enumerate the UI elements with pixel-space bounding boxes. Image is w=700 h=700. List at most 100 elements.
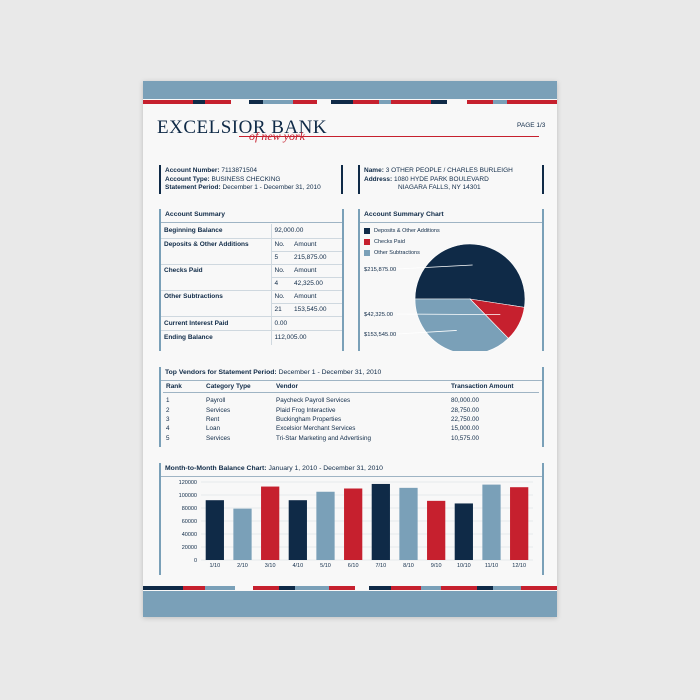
other-amount: 153,545.00 (291, 303, 342, 317)
interest-label: Current Interest Paid (161, 316, 271, 331)
x-tick-label: 1/10 (209, 563, 220, 569)
pie-slice-0 (414, 243, 526, 308)
vendors-header-3: Transaction Amount (448, 381, 539, 393)
vendors-header-2: Vendor (273, 381, 448, 393)
table-row: 1 Payroll Paycheck Payroll Services 80,000.… (163, 393, 539, 406)
legend-item-checks: Checks Paid (364, 236, 440, 247)
account-info-box: Account Number: 7113871504 Account Type:… (159, 165, 343, 194)
beginning-balance-value: 92,000.00 (270, 224, 342, 239)
customer-name: 3 OTHER PEOPLE / CHARLES BURLEIGH (385, 167, 513, 174)
top-band (143, 81, 557, 99)
balance-chart-title: Month-to-Month Balance Chart: (165, 465, 267, 472)
vendors-table: Rank Category Type Vendor Transaction Amoun… (163, 381, 539, 443)
pie-value-label-1: $42,325.00 (364, 312, 393, 318)
checks-amount: 42,325.00 (291, 277, 342, 291)
deposits-label: Deposits & Other Additions (161, 238, 271, 265)
ending-balance-value: 112,005.00 (270, 330, 342, 345)
account-summary-table: Beginning Balance 92,000.00 Deposits & Ot… (161, 224, 342, 345)
pie-value-label-0: $215,875.00 (364, 267, 396, 273)
x-tick-label: 6/10 (348, 563, 359, 569)
vendor-cell: 28,750.00 (451, 406, 480, 414)
table-row: 4 Loan Excelsior Merchant Services 15,000.0… (163, 424, 539, 433)
y-tick-label: 100000 (179, 493, 197, 499)
vendor-cell: Loan (206, 425, 221, 433)
deposits-count: 5 (270, 251, 291, 265)
bar-12/10 (510, 487, 529, 560)
table-row: 3 Rent Buckingham Properties 22,750.00 (163, 415, 539, 424)
bar-4/10 (288, 500, 307, 560)
statement-page: EXCELSIOR BANK of new york PAGE 1/3 Acco… (143, 81, 557, 617)
summary-chart-title: Account Summary Chart (360, 209, 542, 223)
legend-swatch-other (364, 249, 370, 256)
bar-11/10 (482, 484, 501, 560)
x-tick-label: 10/10 (457, 563, 471, 569)
deposits-amount: 215,875.00 (291, 251, 342, 265)
x-tick-label: 2/10 (237, 563, 248, 569)
top-vendors-title: Top Vendors for Statement Period: (165, 369, 277, 376)
vendor-cell: 5 (166, 434, 170, 442)
top-vendors-heading: Top Vendors for Statement Period: Decemb… (161, 367, 542, 381)
legend-item-other: Other Subtractions (364, 247, 440, 258)
pie-leader-1 (396, 313, 501, 316)
balance-chart-heading: Month-to-Month Balance Chart: January 1,… (161, 463, 542, 477)
vendor-cell: 1 (166, 397, 170, 405)
x-tick-label: 11/10 (485, 563, 498, 569)
vendors-header-1: Category Type (203, 381, 273, 393)
bar-2/10 (233, 508, 252, 560)
y-tick-label: 80000 (182, 506, 197, 512)
x-tick-label: 3/10 (265, 563, 276, 569)
x-tick-label: 5/10 (320, 563, 331, 569)
bottom-band (143, 591, 557, 617)
vendor-cell: 22,750.00 (451, 415, 480, 423)
pie-leader-0 (396, 264, 473, 270)
bar-3/10 (261, 486, 280, 560)
y-tick-label: 0 (194, 558, 197, 564)
balance-chart-period: January 1, 2010 - December 31, 2010 (268, 465, 383, 472)
vendor-cell: 15,000.00 (451, 425, 480, 433)
vendor-cell: Tri-Star Marketing and Advertising (276, 434, 371, 442)
vendor-cell: 4 (166, 425, 170, 433)
account-number: 7113871504 (221, 167, 258, 174)
customer-name-label: Name: (364, 167, 384, 174)
pie-leader-2 (396, 330, 457, 335)
x-tick-label: 8/10 (403, 563, 414, 569)
bar-10/10 (454, 503, 473, 560)
top-stripe (143, 100, 557, 104)
pie-slice-2 (414, 298, 509, 351)
y-tick-label: 60000 (182, 519, 197, 525)
vendors-header-0: Rank (163, 381, 203, 393)
account-summary-box: Account Summary Beginning Balance 92,000.… (159, 209, 344, 351)
x-tick-label: 9/10 (431, 563, 442, 569)
y-tick-label: 120000 (179, 480, 197, 486)
checks-no-header: No. (270, 264, 291, 278)
vendor-cell: Plaid Frog Interactive (276, 406, 336, 414)
legend-swatch-deposits (364, 227, 370, 234)
other-amount-header: Amount (291, 290, 342, 304)
account-type-label: Account Type: (165, 175, 210, 183)
customer-info-box: Name: 3 OTHER PEOPLE / CHARLES BURLEIGH … (358, 165, 544, 194)
other-count: 21 (270, 303, 291, 317)
account-type: BUSINESS CHECKING (211, 175, 281, 183)
vendor-cell: Services (206, 434, 231, 442)
balance-bar-chart: 0 20000 40000 60000 80000 100000 120000 1/10 2/1… (179, 480, 533, 569)
vendor-cell: 3 (166, 415, 170, 423)
legend-item-deposits: Deposits & Other Additions (364, 225, 440, 236)
account-number-label: Account Number: (165, 167, 220, 174)
vendor-cell: Services (206, 406, 231, 414)
other-no-header: No. (270, 290, 291, 304)
beginning-balance-label: Beginning Balance (161, 224, 271, 239)
vendor-cell: 10,575.00 (451, 434, 480, 442)
customer-address-line1: 1080 HYDE PARK BOULEVARD (394, 175, 489, 183)
interest-value: 0.00 (270, 316, 342, 331)
pie-value-label-2: $153,545.00 (364, 332, 396, 338)
deposits-amount-header: Amount (291, 238, 342, 252)
x-tick-label: 4/10 (292, 563, 303, 569)
statement-period: December 1 - December 31, 2010 (222, 184, 321, 191)
checks-label: Checks Paid (161, 264, 271, 291)
statement-period-label: Statement Period: (165, 184, 221, 191)
customer-address-label: Address: (364, 175, 393, 183)
vendor-cell: Buckingham Properties (276, 415, 342, 423)
x-tick-label: 12/10 (512, 563, 526, 569)
vendor-cell: Payroll (206, 397, 226, 405)
page-number: PAGE 1/3 (517, 122, 546, 129)
